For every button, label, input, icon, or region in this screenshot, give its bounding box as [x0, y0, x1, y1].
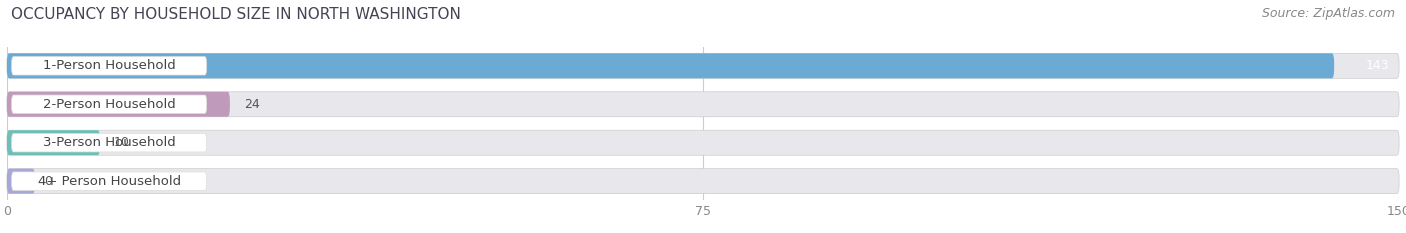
Text: 143: 143	[1367, 59, 1389, 72]
Text: Source: ZipAtlas.com: Source: ZipAtlas.com	[1261, 7, 1395, 20]
FancyBboxPatch shape	[11, 95, 207, 113]
Text: 1-Person Household: 1-Person Household	[42, 59, 176, 72]
Text: 0: 0	[44, 175, 52, 188]
Text: 24: 24	[243, 98, 260, 111]
FancyBboxPatch shape	[11, 57, 207, 75]
FancyBboxPatch shape	[7, 53, 1334, 78]
FancyBboxPatch shape	[11, 172, 207, 190]
FancyBboxPatch shape	[7, 169, 1399, 194]
Text: 10: 10	[114, 136, 129, 149]
FancyBboxPatch shape	[7, 169, 35, 194]
Text: OCCUPANCY BY HOUSEHOLD SIZE IN NORTH WASHINGTON: OCCUPANCY BY HOUSEHOLD SIZE IN NORTH WAS…	[11, 7, 461, 22]
Text: 4+ Person Household: 4+ Person Household	[38, 175, 180, 188]
Text: 2-Person Household: 2-Person Household	[42, 98, 176, 111]
FancyBboxPatch shape	[11, 134, 207, 152]
FancyBboxPatch shape	[7, 92, 1399, 117]
FancyBboxPatch shape	[7, 53, 1399, 78]
FancyBboxPatch shape	[7, 130, 1399, 155]
Text: 3-Person Household: 3-Person Household	[42, 136, 176, 149]
FancyBboxPatch shape	[7, 130, 100, 155]
FancyBboxPatch shape	[7, 92, 229, 117]
